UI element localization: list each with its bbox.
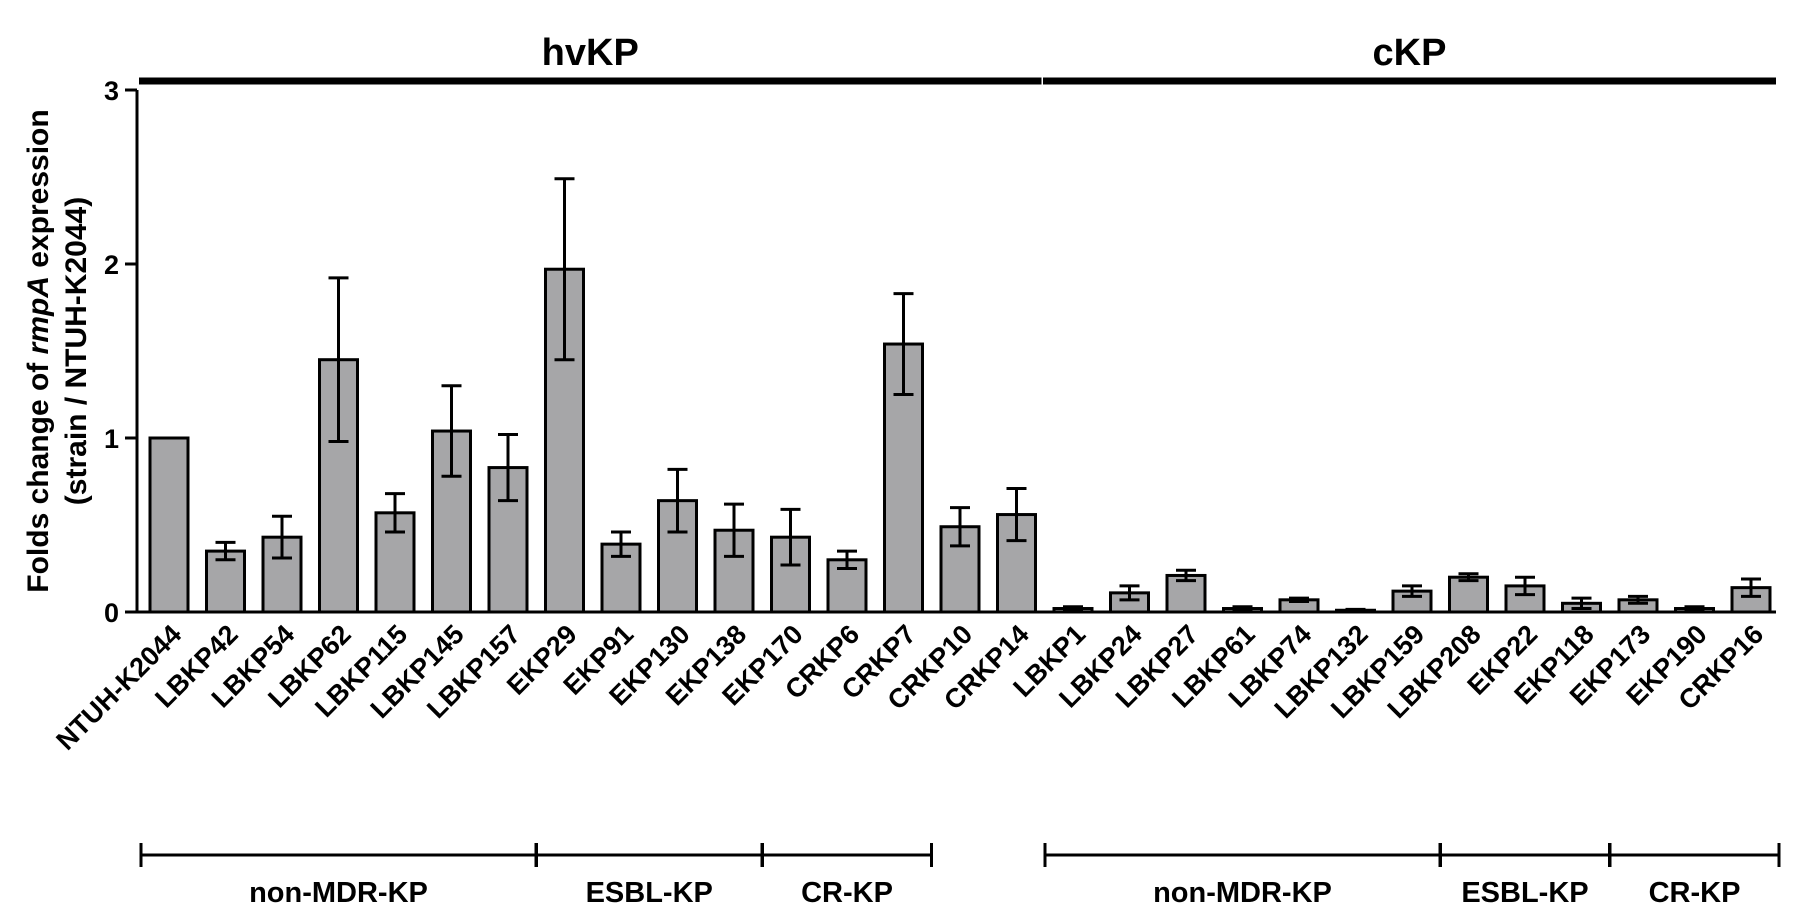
subgroup-label-3: non-MDR-KP <box>1153 877 1332 909</box>
y-tick-label-2: 2 <box>104 250 119 280</box>
bar-CRKP16 <box>1730 586 1772 614</box>
y-axis-label-italic: rmpA <box>22 276 55 354</box>
bar-NTUH-K2044 <box>148 436 190 614</box>
y-axis-label-line2: (strain / NTUH-K2044) <box>60 197 93 505</box>
subgroup-label-4: ESBL-KP <box>1461 877 1588 909</box>
plot-area: 0123NTUH-K2044LBKP42LBKP54LBKP62LBKP115L… <box>50 32 1781 909</box>
subgroup-label-1: ESBL-KP <box>586 877 713 909</box>
y-tick-label-1: 1 <box>104 424 119 454</box>
y-axis-label: Folds change of rmpA expression <box>22 109 55 592</box>
group-label-hvKP: hvKP <box>542 32 639 74</box>
y-tick-label-3: 3 <box>104 76 119 106</box>
bar-LBKP208 <box>1448 575 1489 614</box>
subgroup-label-2: CR-KP <box>801 877 893 909</box>
subgroup-label-5: CR-KP <box>1649 877 1741 909</box>
y-axis-label-prefix: Folds change of <box>22 354 55 592</box>
group-label-cKP: cKP <box>1373 32 1447 74</box>
y-axis-label-suffix: expression <box>22 109 55 276</box>
subgroup-label-0: non-MDR-KP <box>249 877 428 909</box>
y-tick-label-0: 0 <box>104 598 119 628</box>
